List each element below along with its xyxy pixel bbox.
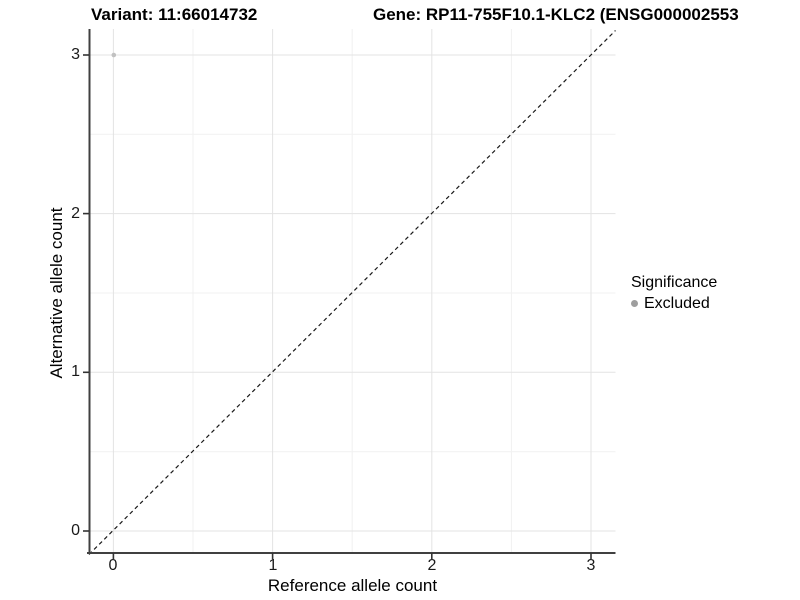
legend-item-label: Excluded bbox=[644, 295, 710, 312]
excluded-key-dot-icon bbox=[631, 300, 638, 307]
variant-title: Variant: 11:66014732 bbox=[91, 5, 258, 24]
y-tick-label-1: 1 bbox=[71, 363, 80, 380]
major-gridlines bbox=[89, 29, 616, 553]
data-point-excluded bbox=[111, 52, 117, 58]
y-tick-label-0: 0 bbox=[71, 522, 80, 539]
legend-item-excluded: Excluded bbox=[631, 294, 717, 313]
y-tick-label-3: 3 bbox=[71, 46, 80, 63]
x-tick-label-0: 0 bbox=[108, 557, 118, 574]
minor-gridlines bbox=[89, 29, 616, 553]
axis-lines bbox=[87, 29, 616, 554]
x-axis-title: Reference allele count bbox=[267, 576, 438, 595]
y-tick-label-2: 2 bbox=[71, 205, 80, 222]
tick-marks bbox=[83, 54, 592, 559]
identity-reference-line bbox=[88, 30, 616, 555]
x-tick-label-1: 1 bbox=[268, 557, 278, 574]
y-axis-title: Alternative allele count bbox=[47, 207, 66, 379]
gene-title: Gene: RP11-755F10.1-KLC2 (ENSG000002553 bbox=[373, 5, 739, 24]
legend-title: Significance bbox=[631, 274, 718, 291]
legend: Significance Excluded bbox=[631, 273, 717, 313]
x-tick-label-2: 2 bbox=[427, 557, 437, 574]
x-tick-label-3: 3 bbox=[586, 557, 596, 574]
